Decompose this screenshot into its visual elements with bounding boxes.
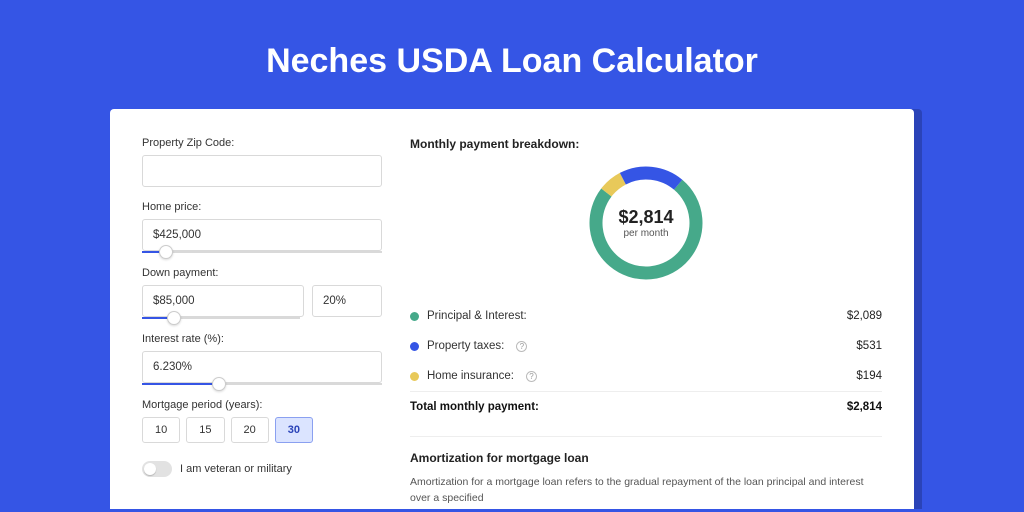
legend-value: $194: [856, 370, 882, 382]
mortgage-period-group: Mortgage period (years): 1015 2030: [142, 399, 382, 443]
down-payment-input[interactable]: [142, 285, 304, 317]
legend-dot-icon: [410, 372, 419, 381]
legend-row: Home insurance:? $194: [410, 361, 882, 391]
info-icon[interactable]: ?: [526, 371, 537, 382]
mortgage-period-btn-20[interactable]: 20: [231, 417, 269, 443]
legend-row: Principal & Interest: $2,089: [410, 301, 882, 331]
home-price-group: Home price:: [142, 201, 382, 253]
veteran-toggle-row: I am veteran or military: [142, 461, 382, 477]
legend-total-value: $2,814: [847, 401, 882, 413]
zip-field-group: Property Zip Code:: [142, 137, 382, 187]
veteran-label: I am veteran or military: [180, 463, 292, 475]
donut-amount: $2,814: [618, 207, 673, 228]
interest-rate-label: Interest rate (%):: [142, 333, 382, 345]
legend-left: Principal & Interest:: [410, 310, 527, 322]
form-column: Property Zip Code: Home price: Down paym…: [142, 137, 382, 509]
home-price-label: Home price:: [142, 201, 382, 213]
breakdown-title: Monthly payment breakdown:: [410, 137, 882, 151]
amortization-block: Amortization for mortgage loan Amortizat…: [410, 436, 882, 507]
zip-label: Property Zip Code:: [142, 137, 382, 149]
home-price-slider-thumb[interactable]: [159, 245, 173, 259]
legend-value: $2,089: [847, 310, 882, 322]
interest-rate-slider-thumb[interactable]: [212, 377, 226, 391]
down-payment-slider[interactable]: [142, 317, 300, 319]
interest-rate-group: Interest rate (%):: [142, 333, 382, 385]
legend-left: Home insurance:?: [410, 370, 537, 382]
down-payment-slider-thumb[interactable]: [167, 311, 181, 325]
interest-rate-slider[interactable]: [142, 383, 382, 385]
legend-left: Property taxes:?: [410, 340, 527, 352]
home-price-slider[interactable]: [142, 251, 382, 253]
legend-dot-icon: [410, 312, 419, 321]
breakdown-column: Monthly payment breakdown: $2,814 per mo…: [410, 137, 882, 509]
down-payment-label: Down payment:: [142, 267, 382, 279]
donut-chart-wrap: $2,814 per month: [410, 163, 882, 283]
interest-rate-slider-fill: [142, 383, 219, 385]
donut-chart: $2,814 per month: [586, 163, 706, 283]
interest-rate-input[interactable]: [142, 351, 382, 383]
amortization-title: Amortization for mortgage loan: [410, 451, 882, 465]
legend-row: Property taxes:? $531: [410, 331, 882, 361]
breakdown-legend: Principal & Interest: $2,089 Property taxe…: [410, 301, 882, 422]
calculator-card: Property Zip Code: Home price: Down paym…: [110, 109, 914, 509]
legend-total-row: Total monthly payment: $2,814: [410, 391, 882, 422]
home-price-input[interactable]: [142, 219, 382, 251]
legend-left: Total monthly payment:: [410, 401, 539, 413]
legend-label: Principal & Interest:: [427, 310, 527, 322]
mortgage-period-btn-15[interactable]: 15: [186, 417, 224, 443]
mortgage-period-btn-10[interactable]: 10: [142, 417, 180, 443]
donut-center: $2,814 per month: [618, 207, 673, 239]
info-icon[interactable]: ?: [516, 341, 527, 352]
down-payment-group: Down payment:: [142, 267, 382, 319]
legend-value: $531: [856, 340, 882, 352]
mortgage-period-btn-30[interactable]: 30: [275, 417, 313, 443]
legend-total-label: Total monthly payment:: [410, 401, 539, 413]
page-title: Neches USDA Loan Calculator: [0, 0, 1024, 109]
mortgage-period-buttons: 1015 2030: [142, 417, 382, 443]
amortization-text: Amortization for a mortgage loan refers …: [410, 475, 882, 507]
down-payment-pct-input[interactable]: [312, 285, 382, 317]
donut-sub: per month: [618, 228, 673, 239]
zip-input[interactable]: [142, 155, 382, 187]
veteran-toggle-knob: [144, 463, 156, 475]
legend-label: Home insurance:: [427, 370, 514, 382]
mortgage-period-label: Mortgage period (years):: [142, 399, 382, 411]
legend-dot-icon: [410, 342, 419, 351]
veteran-toggle[interactable]: [142, 461, 172, 477]
legend-label: Property taxes:: [427, 340, 504, 352]
